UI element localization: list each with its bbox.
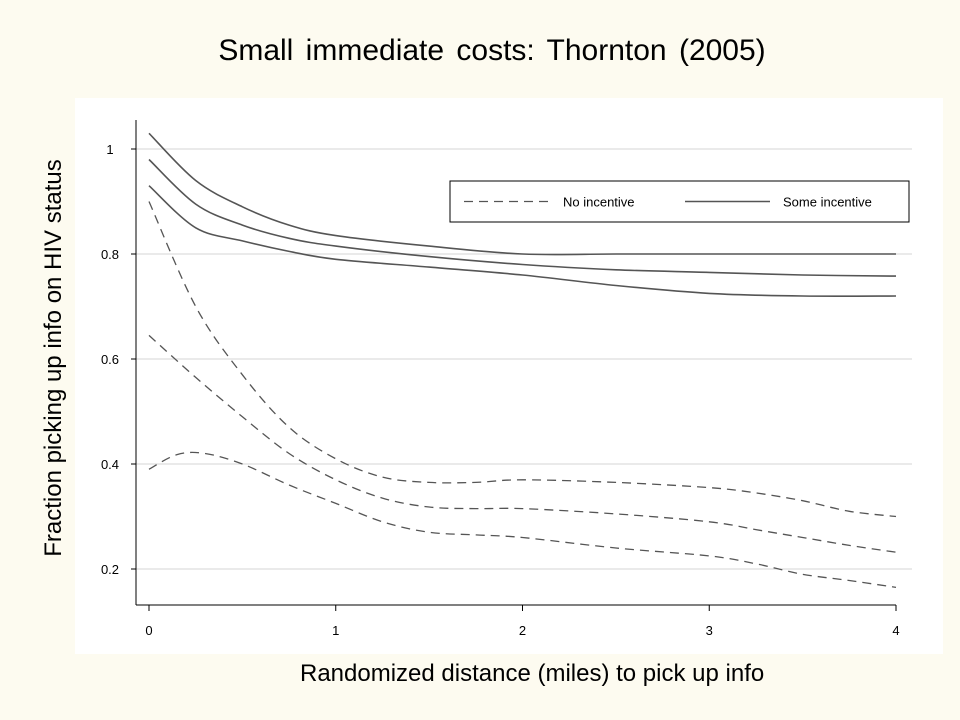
- series-line-dashed-estimate: [148, 334, 897, 553]
- series-line-solid-lower-ci: [148, 185, 897, 297]
- y-tick-label: 0.6: [101, 352, 119, 367]
- series-lines: [148, 132, 897, 589]
- x-axis-title: Randomized distance (miles) to pick up i…: [300, 660, 765, 687]
- x-tick-label: 3: [706, 623, 713, 638]
- x-tick-label: 0: [145, 623, 152, 638]
- series-line-solid-upper-ci: [148, 132, 896, 256]
- legend-label: Some incentive: [783, 195, 872, 210]
- y-axis-title: Fraction picking up info on HIV status: [40, 159, 67, 557]
- series-line-solid-estimate: [148, 158, 897, 277]
- legend: No incentive Some incentive: [449, 180, 910, 223]
- y-tick-label: 0.2: [101, 562, 119, 577]
- slide-title: Small immediate costs: Thornton (2005): [218, 34, 766, 67]
- legend-label: No incentive: [563, 195, 635, 210]
- x-tick-label: 1: [332, 623, 339, 638]
- y-tick-label: 1: [106, 142, 113, 157]
- axes: 0.2 0.4 0.6 0.8 1 0 1 2 3 4: [101, 120, 900, 638]
- y-tick-label: 0.4: [101, 457, 119, 472]
- x-tick-label: 4: [892, 623, 899, 638]
- series-line-dashed-upper-ci: [148, 201, 897, 518]
- y-tick-label: 0.8: [101, 247, 119, 262]
- x-tick-label: 2: [519, 623, 526, 638]
- series-line-dashed-lower-ci: [148, 451, 897, 589]
